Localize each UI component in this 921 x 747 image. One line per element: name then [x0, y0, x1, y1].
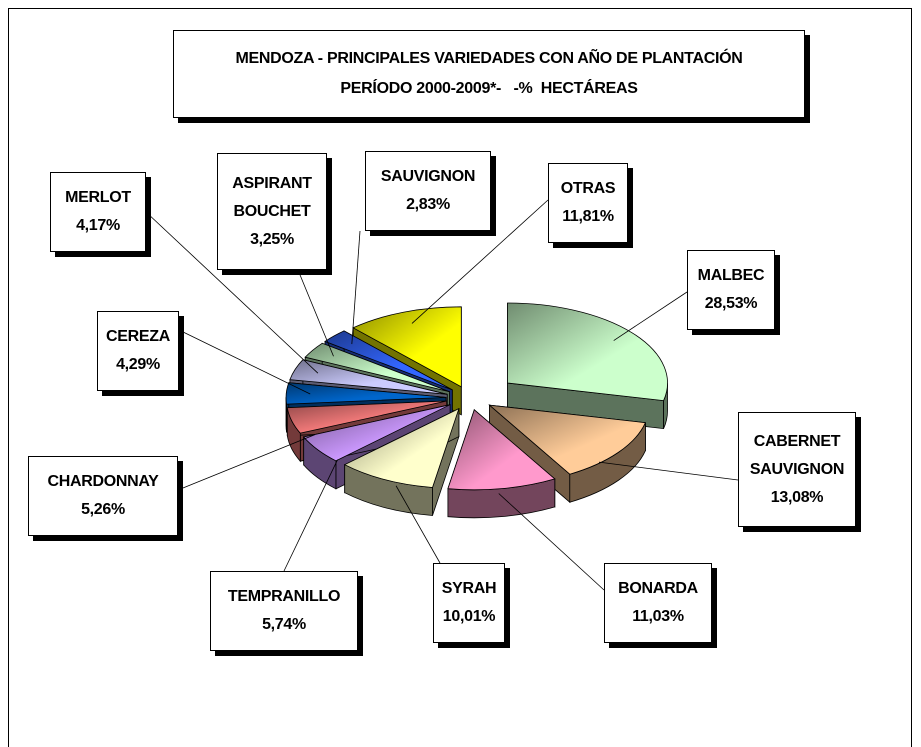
label-name: CEREZA	[106, 328, 170, 345]
label-value: 11,81%	[562, 208, 614, 225]
chart-border	[8, 8, 912, 747]
label-box: TEMPRANILLO 5,74%	[210, 571, 358, 651]
leader-line	[145, 211, 319, 374]
label-value: 5,74%	[262, 616, 306, 633]
slice	[343, 407, 460, 516]
label-name: ASPIRANT BOUCHET	[232, 174, 312, 220]
label-box: ASPIRANT BOUCHET 3,25%	[217, 153, 327, 270]
slice-top	[304, 342, 450, 393]
label-value: 3,25%	[250, 230, 294, 248]
label-box: MERLOT 4,17%	[50, 172, 146, 252]
slice-top	[286, 400, 447, 434]
label-value: 13,08%	[770, 488, 824, 506]
title-box: MENDOZA - PRINCIPALES VARIEDADES CON AÑO…	[173, 30, 805, 118]
leader-line	[283, 459, 338, 572]
leader-line	[498, 493, 605, 591]
label-value: 10,01%	[442, 608, 496, 625]
label-name: BONARDA	[618, 580, 698, 597]
leader-line	[351, 230, 361, 345]
slice-top	[507, 302, 668, 402]
leader-line	[297, 269, 334, 357]
label-box: BONARDA 11,03%	[604, 563, 712, 643]
label-value: 4,29%	[116, 356, 160, 373]
leader-line	[411, 199, 549, 324]
leader-line	[613, 291, 688, 341]
label-box: SAUVIGNON 2,83%	[365, 151, 491, 231]
label-box: SYRAH 10,01%	[433, 563, 505, 643]
slice-top	[289, 359, 448, 395]
slice-top	[488, 404, 646, 475]
label-name: TEMPRANILLO	[227, 588, 341, 605]
slice-top	[447, 409, 556, 491]
label-name: CABERNET SAUVIGNON	[749, 432, 845, 478]
label-value: 5,26%	[81, 501, 125, 518]
label-box: CEREZA 4,29%	[97, 311, 179, 391]
leader-line	[178, 329, 311, 395]
label-name: MALBEC	[697, 267, 765, 284]
label-name: CHARDONNAY	[47, 473, 159, 490]
slice	[488, 404, 646, 504]
leader-line	[395, 485, 441, 564]
label-name: SAUVIGNON	[380, 168, 476, 185]
label-name: SYRAH	[441, 580, 497, 597]
label-box: CABERNET SAUVIGNON 13,08%	[738, 412, 856, 527]
chart-title: MENDOZA - PRINCIPALES VARIEDADES CON AÑO…	[235, 50, 743, 67]
chart-subtitle: PERÍODO 2000-2009*- -% HECTÁREAS	[340, 80, 638, 97]
label-name: OTRAS	[560, 180, 616, 197]
slice-top	[302, 404, 451, 462]
slice-top	[352, 306, 462, 388]
slice-top	[285, 382, 447, 405]
leader-line	[177, 434, 316, 491]
slice-top	[324, 330, 453, 391]
slice	[447, 408, 556, 519]
label-value: 2,83%	[406, 196, 450, 213]
label-box: OTRAS 11,81%	[548, 163, 628, 243]
label-value: 11,03%	[632, 608, 684, 625]
leader-line	[598, 461, 739, 481]
label-box: MALBEC 28,53%	[687, 250, 775, 330]
label-box: CHARDONNAY 5,26%	[28, 456, 178, 536]
label-name: MERLOT	[65, 189, 131, 206]
label-value: 28,53%	[704, 295, 758, 312]
slice	[507, 302, 668, 430]
slice-top	[343, 407, 460, 488]
label-value: 4,17%	[76, 217, 120, 234]
